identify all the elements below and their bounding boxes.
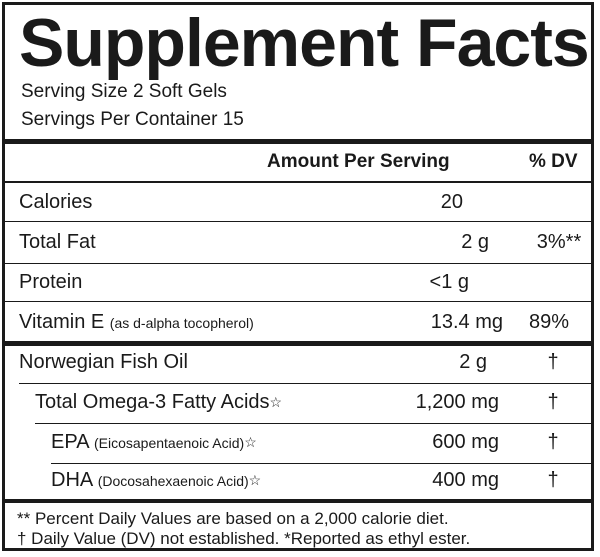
nutrient-source: (as d-alpha tocopherol): [109, 315, 254, 331]
nutrient-amount: 20: [440, 191, 463, 213]
column-header-divider: [5, 181, 591, 183]
ingredient-dv: †: [547, 391, 559, 413]
nutrient-row-calories: Calories 20: [5, 183, 591, 221]
nutrient-amount: 2 g: [461, 231, 489, 253]
panel-title: Supplement Facts: [19, 5, 590, 81]
ingredient-row-dha: DHA (Docosahexaenoic Acid)☆ 400 mg †: [5, 461, 591, 499]
nutrient-amount: <1 g: [429, 271, 469, 293]
ingredient-name: EPA (Eicosapentaenoic Acid)☆: [51, 431, 257, 453]
dv-header: % DV: [529, 151, 578, 172]
nutrient-row-total-fat: Total Fat 2 g 3%**: [5, 223, 591, 261]
amount-per-serving-header: Amount Per Serving: [267, 151, 450, 172]
header-divider: [5, 139, 591, 144]
nutrient-row-vitamin-e: Vitamin E (as d-alpha tocopherol) 13.4 m…: [5, 303, 591, 341]
ingredient-amount: 600 mg: [432, 431, 499, 453]
row-divider: [51, 463, 591, 464]
ingredient-amount: 2 g: [459, 351, 487, 373]
ingredient-dv: †: [547, 469, 559, 491]
star-icon: ☆: [244, 434, 257, 450]
servings-per-container: Servings Per Container 15: [21, 109, 244, 130]
row-divider: [19, 383, 591, 384]
ingredient-row-epa: EPA (Eicosapentaenoic Acid)☆ 600 mg †: [5, 423, 591, 461]
ingredient-name: Total Omega-3 Fatty Acids☆: [35, 391, 283, 413]
footnote-dv-not-established: † Daily Value (DV) not established. *Rep…: [17, 529, 471, 548]
supplement-facts-panel: Supplement Facts Serving Size 2 Soft Gel…: [2, 2, 594, 551]
nutrient-row-protein: Protein <1 g: [5, 263, 591, 301]
ingredient-name: Norwegian Fish Oil: [19, 351, 188, 373]
footnote-divider: [5, 499, 591, 503]
row-divider: [5, 301, 591, 302]
nutrient-name: Vitamin E (as d-alpha tocopherol): [19, 311, 254, 333]
ingredient-row-omega-3: Total Omega-3 Fatty Acids☆ 1,200 mg †: [5, 383, 591, 421]
row-divider: [5, 221, 591, 222]
footnote-dv-basis: ** Percent Daily Values are based on a 2…: [17, 509, 449, 528]
star-icon: ☆: [269, 394, 283, 410]
ingredient-dv: †: [547, 431, 559, 453]
ingredient-description: (Eicosapentaenoic Acid): [94, 435, 245, 451]
nutrient-dv: 3%**: [536, 231, 582, 253]
star-icon: ☆: [248, 472, 262, 488]
nutrient-amount: 13.4 mg: [430, 311, 503, 333]
ingredient-amount: 1,200 mg: [415, 391, 499, 413]
ingredient-row-fish-oil: Norwegian Fish Oil 2 g †: [5, 343, 591, 381]
row-divider: [5, 263, 591, 264]
nutrient-dv: 89%: [528, 311, 570, 333]
nutrient-name: Total Fat: [19, 231, 96, 253]
ingredient-dv: †: [547, 351, 559, 373]
ingredient-name: DHA (Docosahexaenoic Acid)☆: [51, 469, 262, 491]
row-divider: [35, 423, 591, 424]
ingredient-amount: 400 mg: [432, 469, 499, 491]
nutrient-name: Protein: [19, 271, 83, 293]
nutrient-name: Calories: [19, 191, 93, 213]
ingredient-description: (Docosahexaenoic Acid): [97, 473, 249, 489]
section-divider: [5, 341, 591, 346]
serving-size: Serving Size 2 Soft Gels: [21, 81, 227, 102]
